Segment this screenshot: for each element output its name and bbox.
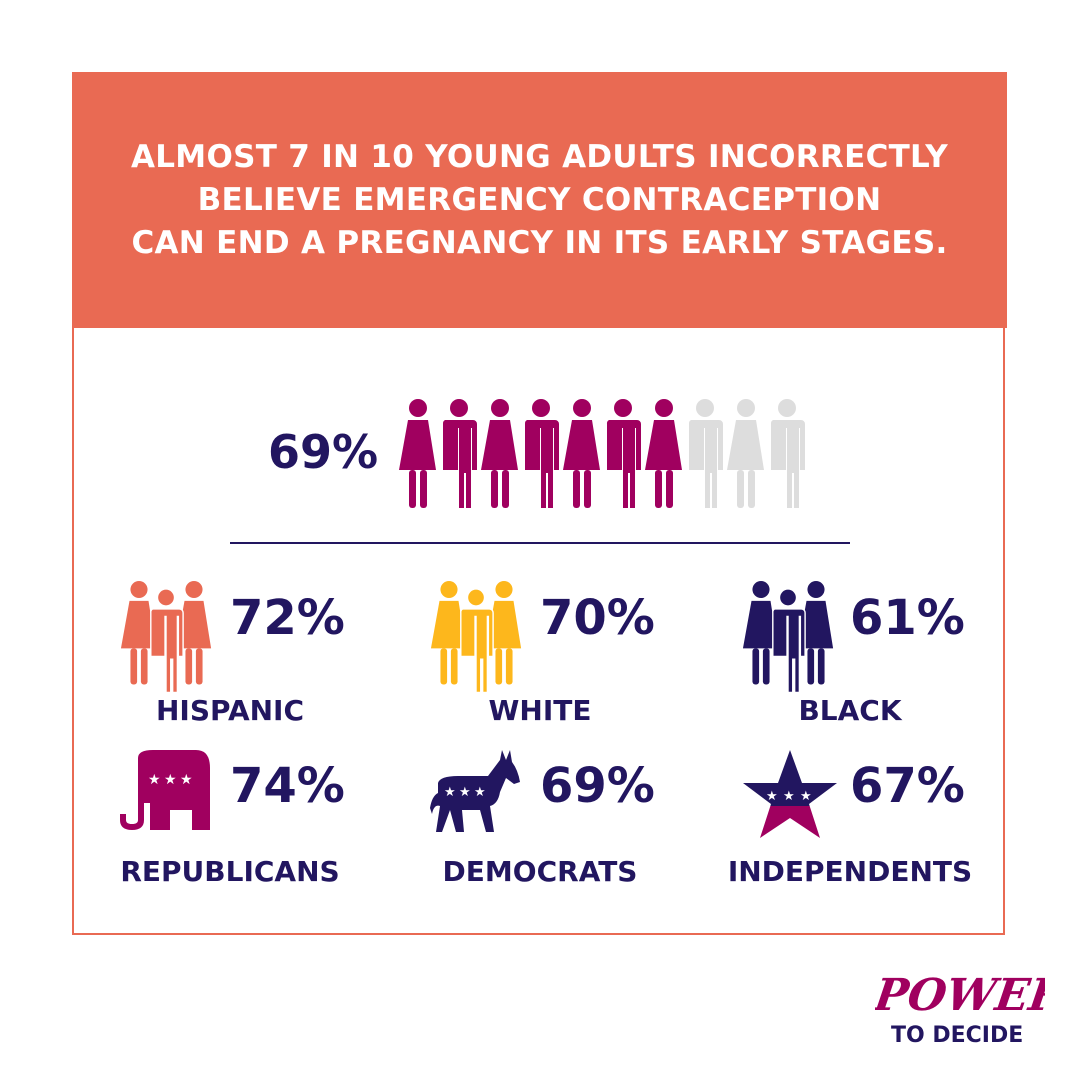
svg-text:★: ★ [474,785,486,800]
group-percentage: 74% [230,758,345,814]
group-label: REPUBLICANS [120,855,340,888]
svg-text:★: ★ [164,772,177,788]
divider [230,542,850,544]
woman-figure-icon [563,399,600,508]
headline-line-2: BELIEVE EMERGENCY CONTRACEPTION [197,181,882,218]
svg-text:TO DECIDE: TO DECIDE [891,1023,1023,1048]
svg-text:★: ★ [148,772,161,788]
people-group-icon [742,580,842,696]
svg-text:★: ★ [459,785,471,800]
group-label: BLACK [798,694,902,727]
group-percentage: 61% [850,590,965,646]
svg-text:★: ★ [800,789,812,804]
group-percentage: 69% [540,758,655,814]
svg-text:★: ★ [180,772,193,788]
headline-line-3: CAN END A PREGNANCY IN ITS EARLY STAGES. [131,224,948,261]
pictograph-people [399,399,805,508]
svg-text:★: ★ [783,789,795,804]
man-figure-icon [688,399,723,508]
group-label: HISPANIC [155,694,305,727]
group-percentage: 70% [540,590,655,646]
man-figure-icon [606,399,641,508]
svg-text:★: ★ [766,789,778,804]
woman-figure-icon [645,399,682,508]
group-label: WHITE [488,694,592,727]
power-to-decide-logo: POWER TO DECIDE [875,969,1045,1048]
headline-banner: ALMOST 7 IN 10 YOUNG ADULTS INCORRECTLY … [72,72,1007,328]
headline-line-1: ALMOST 7 IN 10 YOUNG ADULTS INCORRECTLY [130,138,949,175]
people-group-icon [120,580,220,696]
man-figure-icon [524,399,559,508]
woman-figure-icon [727,399,764,508]
svg-text:★: ★ [444,785,456,800]
man-figure-icon [770,399,805,508]
woman-figure-icon [481,399,518,508]
group-percentage: 72% [230,590,345,646]
overall-percentage: 69% [268,425,379,479]
svg-text:POWER: POWER [875,969,1045,1021]
people-group-icon [430,580,530,696]
group-percentage: 67% [850,758,965,814]
man-figure-icon [442,399,477,508]
woman-figure-icon [399,399,436,508]
donkey-icon: ★ ★ ★ [428,748,528,847]
group-label: INDEPENDENTS [727,855,973,888]
group-label: DEMOCRATS [442,855,638,888]
elephant-icon: ★ ★ ★ [118,748,218,842]
star-icon: ★ ★ ★ [740,748,840,847]
